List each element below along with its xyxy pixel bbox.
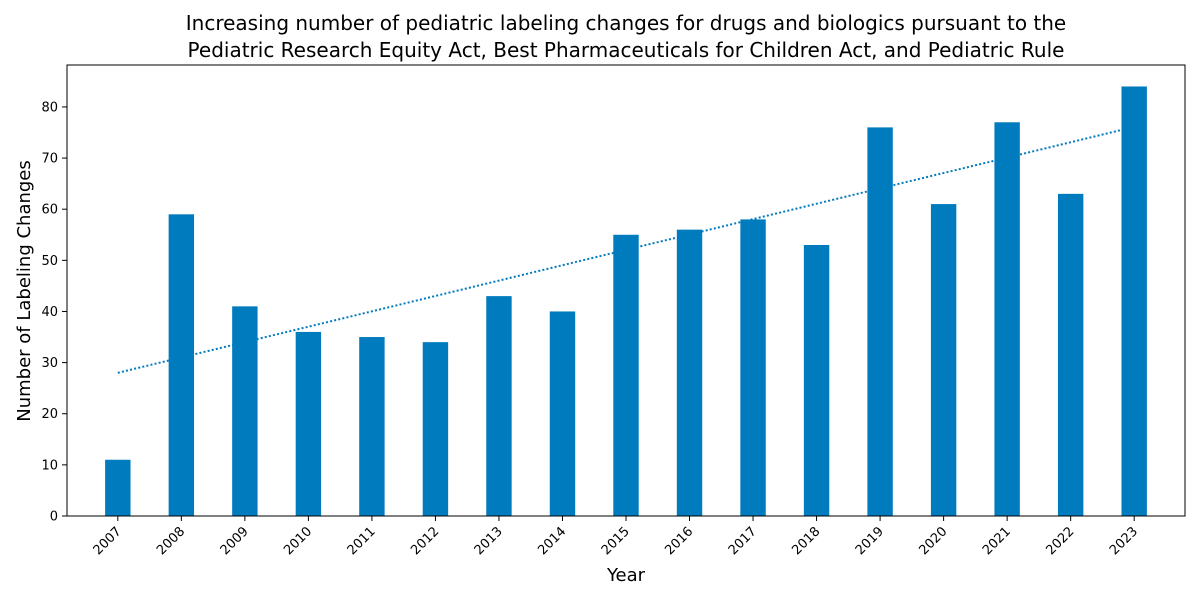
- x-tick-label: 2011: [345, 524, 379, 558]
- bar-2013: [486, 296, 512, 516]
- chart-title-line-1: Increasing number of pediatric labeling …: [186, 11, 1066, 35]
- x-tick-label: 2009: [218, 524, 252, 558]
- x-tick-label: 2023: [1107, 524, 1141, 558]
- y-tick-label: 70: [41, 152, 58, 167]
- chart-title-line-2: Pediatric Research Equity Act, Best Phar…: [188, 38, 1065, 62]
- bar-2018: [803, 244, 830, 516]
- x-tick-label: 2014: [535, 524, 569, 558]
- y-tick-label: 20: [41, 407, 58, 422]
- y-tick-label: 30: [41, 356, 58, 371]
- x-tick-label: 2022: [1043, 524, 1077, 558]
- bar-2012: [422, 342, 449, 516]
- x-tick-label: 2010: [281, 524, 315, 558]
- y-tick-label: 0: [50, 510, 58, 525]
- y-tick-label: 50: [41, 254, 58, 269]
- x-tick-label: 2012: [408, 524, 442, 558]
- bar-2020: [930, 204, 957, 516]
- y-tick-label: 40: [41, 305, 58, 320]
- y-tick-label: 10: [41, 458, 58, 473]
- bar-2017: [740, 219, 766, 516]
- x-tick-label: 2017: [726, 524, 760, 558]
- bar-2022: [1057, 193, 1084, 516]
- bar-2011: [359, 337, 385, 516]
- x-axis-label: Year: [606, 565, 646, 586]
- bar-2016: [676, 229, 703, 516]
- x-tick-label: 2020: [916, 524, 950, 558]
- bar-2014: [549, 311, 576, 516]
- x-tick-label: 2019: [853, 524, 887, 558]
- x-tick-label: 2007: [91, 524, 125, 558]
- bar-2019: [867, 127, 893, 517]
- x-tick-label: 2018: [789, 524, 823, 558]
- x-tick-label: 2015: [599, 524, 633, 558]
- bar-2021: [994, 122, 1020, 517]
- x-tick-label: 2013: [472, 524, 506, 558]
- y-axis-label: Number of Labeling Changes: [14, 160, 35, 422]
- bar-2023: [1121, 86, 1147, 516]
- bar-2007: [105, 459, 131, 516]
- x-tick-label: 2008: [154, 524, 188, 558]
- bar-2009: [232, 306, 258, 516]
- y-tick-label: 80: [41, 100, 58, 115]
- x-tick-label: 2016: [662, 524, 696, 558]
- y-tick-label: 60: [41, 203, 58, 218]
- bar-2010: [295, 331, 322, 516]
- bar-2015: [613, 234, 639, 517]
- bar-2008: [168, 214, 195, 516]
- x-tick-label: 2021: [980, 524, 1014, 558]
